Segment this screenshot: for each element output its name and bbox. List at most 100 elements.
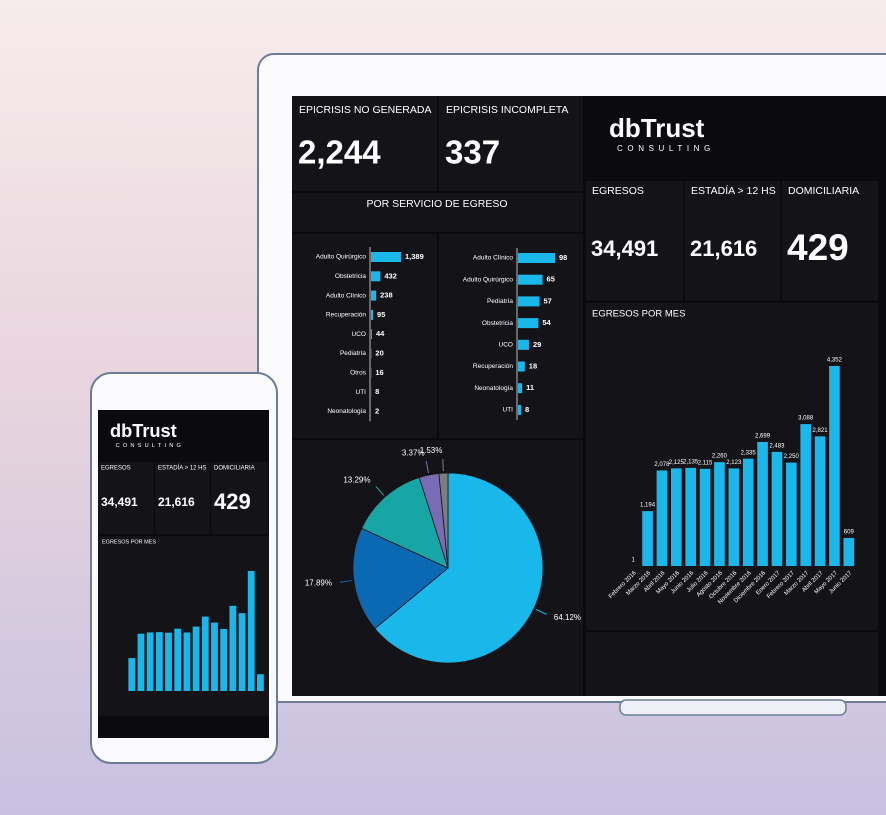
- bar: [518, 274, 543, 285]
- column: [800, 424, 812, 566]
- panel: [586, 181, 683, 300]
- kpi-value: 337: [445, 134, 500, 171]
- column: [201, 616, 209, 691]
- bar-value: 98: [559, 253, 567, 262]
- pie-label: 13.29%: [343, 475, 370, 484]
- panel: [98, 410, 269, 460]
- bar-category: Neonatología: [474, 385, 513, 392]
- logo-name: dbTrust: [110, 421, 177, 441]
- panel: [685, 181, 780, 300]
- bar-value: 238: [380, 291, 393, 300]
- column: [128, 658, 136, 691]
- pie-leader: [375, 486, 385, 496]
- pie-label: 17.89%: [305, 578, 332, 587]
- column: [714, 462, 725, 566]
- bar-category: Obstetricia: [335, 273, 366, 280]
- kpi-value: 21,616: [690, 236, 757, 261]
- bar-category: Obstetricia: [482, 320, 513, 327]
- panel: [98, 462, 154, 534]
- bar-value: 1,389: [405, 252, 424, 261]
- logo-tagline: CONSULTING: [116, 443, 184, 449]
- pie-label: 3.37%: [402, 448, 425, 457]
- bar-value: 95: [377, 310, 385, 319]
- kpi-label: EPICRISIS INCOMPLETA: [446, 104, 568, 116]
- kpi-value: 429: [214, 489, 251, 514]
- panel: [155, 462, 210, 534]
- bar: [518, 318, 539, 329]
- bar-category: Adulto Quirúrgico: [316, 254, 367, 261]
- bar-value: 8: [375, 387, 379, 396]
- panel: [782, 181, 878, 300]
- column: [229, 605, 237, 691]
- bar-value: 54: [542, 318, 551, 327]
- phone-dashboard: dbTrust CONSULTING EGRESOS 34,491 ESTADÍA > …: [98, 410, 269, 716]
- column: [785, 462, 797, 566]
- column-value: 2,078: [654, 462, 670, 468]
- column: [137, 633, 145, 691]
- bar-value: 8: [525, 405, 529, 414]
- pie-label: 1.53%: [420, 446, 443, 455]
- column: [642, 511, 653, 566]
- kpi-label: ESTADÍA > 12 HS: [691, 184, 776, 197]
- bar-value: 11: [526, 383, 534, 392]
- column: [220, 628, 228, 691]
- bar-category: Neonatología: [327, 408, 366, 415]
- column-value: 2,335: [741, 450, 757, 456]
- bar-category: Recuperación: [473, 363, 513, 370]
- bar-value: 20: [375, 348, 383, 357]
- panel: [292, 193, 583, 232]
- bar: [518, 404, 522, 415]
- bar-category: UTI: [356, 389, 367, 396]
- column: [192, 626, 200, 691]
- column-value: 1: [632, 558, 636, 564]
- kpi-label: EGRESOS: [101, 466, 131, 472]
- column: [670, 468, 682, 566]
- pie-leader: [339, 580, 352, 583]
- pie-slice: [438, 472, 449, 569]
- bar: [371, 271, 381, 282]
- column: [183, 632, 191, 691]
- bar: [371, 329, 372, 340]
- bar: [518, 383, 523, 394]
- panel: [292, 234, 437, 438]
- kpi-value: 34,491: [101, 495, 138, 509]
- kpi-label: EPICRISIS NO GENERADA: [299, 104, 431, 116]
- pie-leader: [425, 461, 430, 474]
- kpi-label: ESTADÍA > 12 HS: [158, 465, 206, 472]
- column: [699, 468, 711, 566]
- logo-name: dbTrust: [609, 113, 705, 143]
- panel: [586, 632, 878, 696]
- kpi-label: DOMICILIARIA: [788, 185, 859, 197]
- column-value: 2,250: [784, 454, 800, 460]
- bar-category: UCO: [352, 331, 366, 338]
- column-value: 2,821: [813, 428, 829, 434]
- bar-value: 65: [547, 275, 555, 284]
- column-value: 2,260: [712, 454, 728, 460]
- kpi-label: EGRESOS: [592, 185, 644, 197]
- bar: [371, 309, 374, 320]
- bar-category: Adulto Quirúrgico: [463, 276, 514, 283]
- pie-slice: [374, 472, 544, 664]
- column: [238, 613, 246, 691]
- panel: [292, 96, 437, 191]
- pie-label: 64.12%: [554, 613, 581, 622]
- bar-value: 18: [529, 361, 537, 370]
- panel: [211, 462, 268, 534]
- logo-tagline: CONSULTING: [617, 144, 715, 153]
- kpi-value: 34,491: [591, 236, 658, 261]
- bar-category: UTI: [503, 407, 514, 414]
- laptop-stand: [619, 699, 847, 716]
- pie-slice: [352, 527, 449, 630]
- column-value: 2,483: [769, 443, 785, 449]
- bar-value: 2: [375, 406, 379, 415]
- bar-value: 29: [533, 340, 541, 349]
- panel: [439, 96, 583, 191]
- kpi-value: 429: [787, 227, 849, 268]
- column-value: 1,194: [640, 503, 656, 509]
- bar-value: 16: [375, 368, 383, 377]
- column: [257, 674, 264, 691]
- bar-value: 432: [384, 271, 397, 280]
- laptop-dashboard: EPICRISIS NO GENERADA 2,244 EPICRISIS INCO…: [292, 96, 878, 696]
